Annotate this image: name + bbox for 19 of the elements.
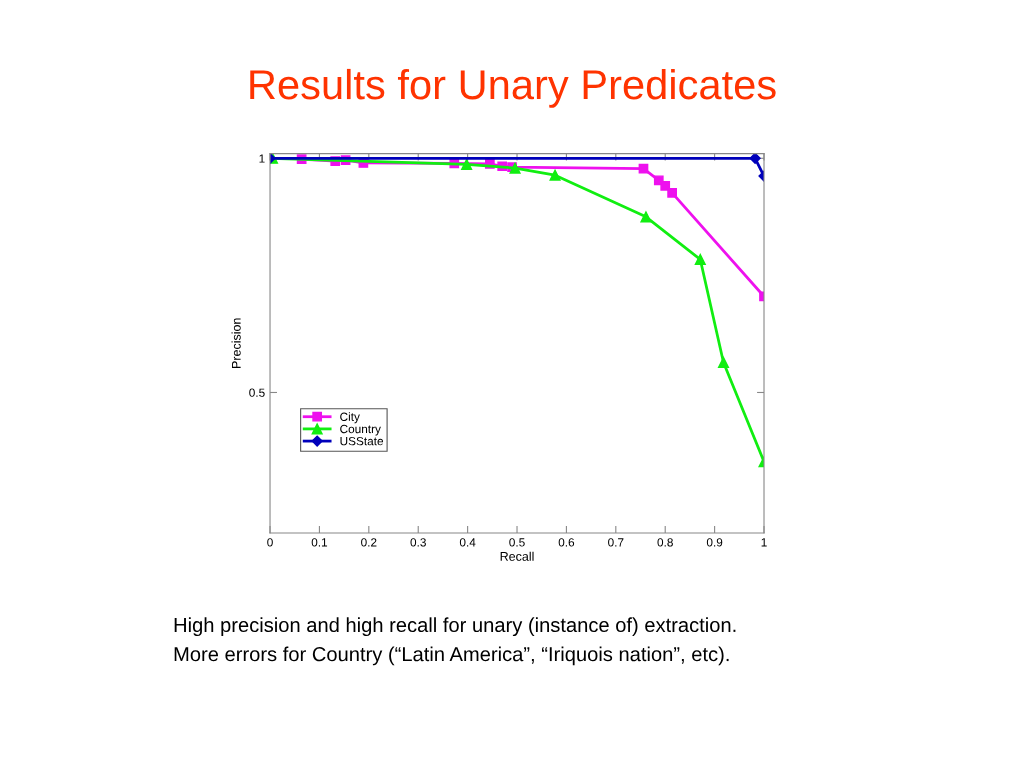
text: High precision and high recall for unary (instance of) extraction. [174,617,736,637]
legend-label: Country [340,424,381,436]
x-tick-label: 1 [761,538,767,547]
y-axis-title: Precision [231,318,241,368]
x-tick-label: 0 [267,538,273,547]
x-tick-label: 0.5 [509,538,525,547]
x-tick-label: 0.9 [706,538,723,547]
chart-title: Results for Unary Predicates [250,68,776,108]
x-tick-label: 0.7 [608,538,624,547]
legend-label: City [340,412,360,424]
x-axis-title: Recall [500,551,534,561]
x-tick-label: 0.1 [311,538,328,547]
text: More errors for Country (“Latin America”, “Iriquois nation”, etc). [174,646,729,666]
x-tick-label: 0.4 [459,538,476,547]
x-tick-label: 0.8 [657,538,673,547]
x-tick-label: 0.2 [361,538,377,547]
x-tick-label: 0.6 [558,538,575,547]
legend-label: USState [340,436,384,446]
x-tick-label: 0.3 [410,538,426,547]
